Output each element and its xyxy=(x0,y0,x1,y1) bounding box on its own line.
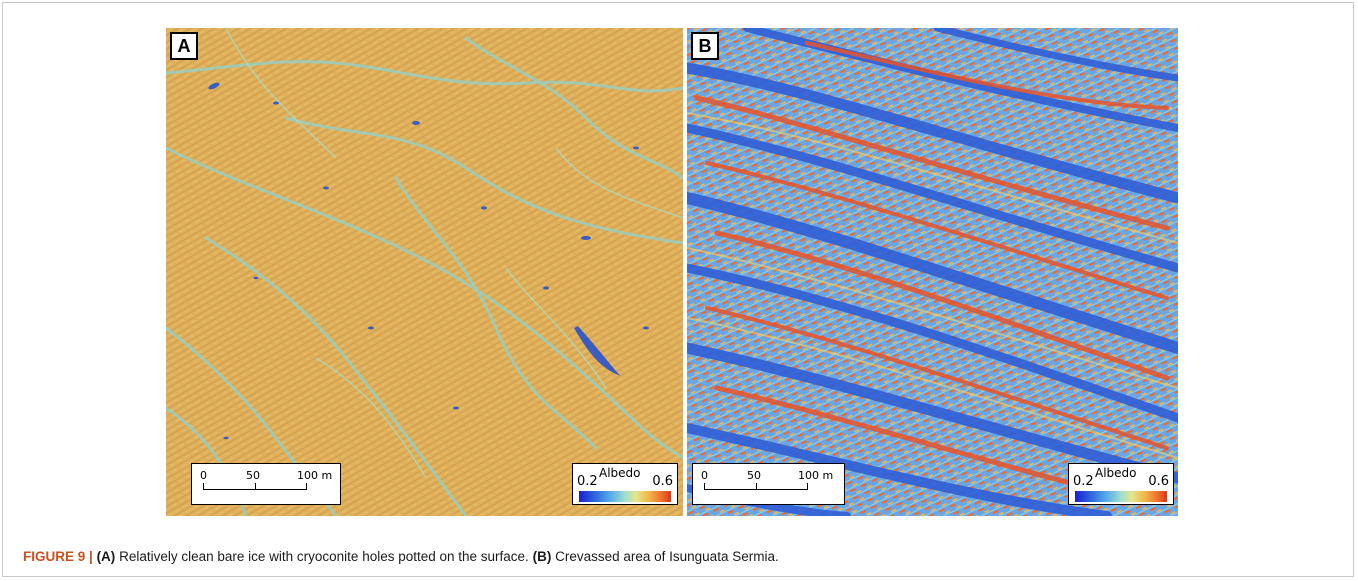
legend-title: Albedo xyxy=(1095,466,1137,480)
legend-min: 0.2 xyxy=(577,474,598,489)
scale-label-100: 100 m xyxy=(297,469,333,482)
scale-bar-b: 0 50 100 m xyxy=(692,463,845,505)
scale-label-100: 100 m xyxy=(798,469,834,482)
scale-label-50: 50 xyxy=(246,469,260,482)
caption-a-text: Relatively clean bare ice with cryoconit… xyxy=(119,549,529,564)
scale-label-0: 0 xyxy=(701,469,708,482)
legend-max: 0.6 xyxy=(1148,474,1169,489)
albedo-legend-a: Albedo 0.2 0.6 xyxy=(572,463,678,505)
caption-b-text: Crevassed area of Isunguata Sermia. xyxy=(555,549,779,564)
scale-tick xyxy=(807,483,808,490)
caption-a-label: (A) xyxy=(96,549,116,564)
scale-label-50: 50 xyxy=(747,469,761,482)
scale-tick xyxy=(255,483,256,490)
scale-label-0: 0 xyxy=(200,469,207,482)
scale-tick xyxy=(704,483,705,490)
legend-color-ramp xyxy=(579,491,671,502)
panel-letter-b: B xyxy=(691,32,719,60)
scale-tick xyxy=(203,483,204,490)
legend-max: 0.6 xyxy=(652,474,673,489)
panel-b-image: B 0 50 100 m Albedo 0.2 0.6 xyxy=(687,28,1178,516)
panel-a-image: A 0 50 100 m Albedo 0.2 0.6 xyxy=(166,28,683,516)
scale-tick xyxy=(756,483,757,490)
panel-letter-a: A xyxy=(170,32,198,60)
scale-bar-a: 0 50 100 m xyxy=(191,463,341,505)
albedo-map-b xyxy=(687,28,1178,516)
caption-b-label: (B) xyxy=(532,549,552,564)
scale-tick xyxy=(306,483,307,490)
legend-min: 0.2 xyxy=(1073,474,1094,489)
legend-title: Albedo xyxy=(599,466,641,480)
albedo-legend-b: Albedo 0.2 0.6 xyxy=(1068,463,1174,505)
albedo-map-a xyxy=(166,28,683,516)
figure-caption: FIGURE 9 | (A) Relatively clean bare ice… xyxy=(23,549,1343,564)
legend-color-ramp xyxy=(1075,491,1167,502)
figure-label: FIGURE 9 | xyxy=(23,549,93,564)
